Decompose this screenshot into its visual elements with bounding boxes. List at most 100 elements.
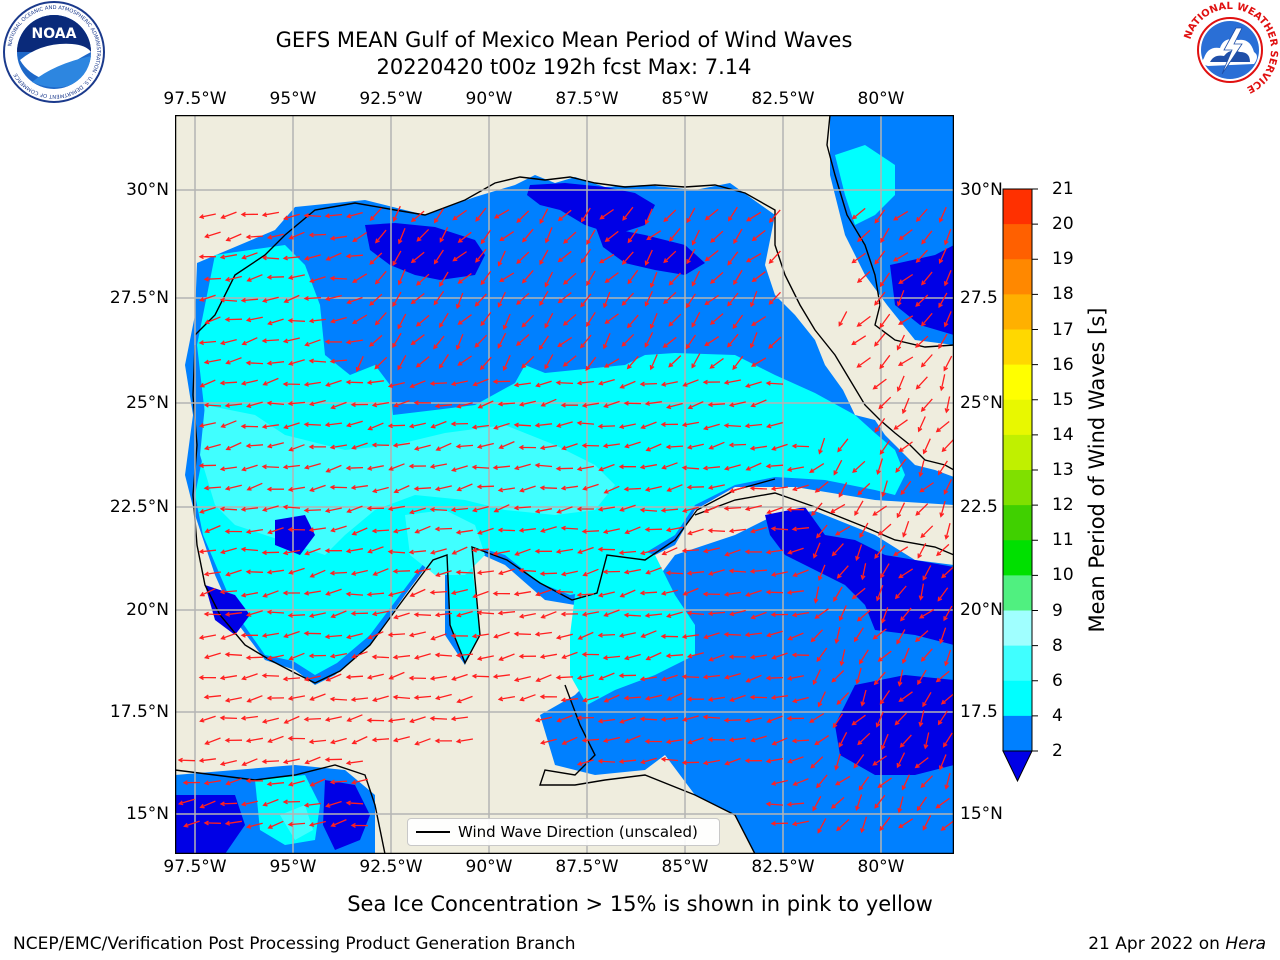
wave-direction-arrow (498, 653, 515, 661)
wave-direction-arrow (329, 444, 348, 450)
wave-direction-arrow (921, 271, 933, 286)
wave-direction-arrow (922, 691, 932, 708)
wave-direction-arrow (937, 710, 948, 726)
wave-direction-arrow (324, 757, 343, 763)
wave-direction-arrow (224, 652, 243, 657)
wave-direction-arrow (749, 694, 768, 700)
wave-direction-arrow (303, 507, 322, 513)
wave-direction-arrow (644, 400, 662, 406)
wave-direction-arrow (644, 612, 663, 618)
wave-direction-arrow (858, 776, 870, 791)
wave-direction-arrow (576, 674, 594, 681)
wave-direction-arrow (534, 548, 552, 554)
wave-direction-arrow (922, 438, 931, 455)
wave-direction-arrow (816, 774, 828, 789)
wave-direction-arrow (707, 611, 726, 616)
wave-direction-arrow (877, 650, 892, 662)
lon-tick-top: 87.5°W (555, 89, 619, 109)
wave-direction-arrow (350, 696, 369, 702)
wave-direction-arrow (456, 483, 473, 492)
wave-direction-arrow (219, 254, 238, 260)
wave-direction-arrow (626, 314, 639, 329)
wave-direction-arrow (325, 464, 342, 473)
wave-direction-arrow (539, 444, 558, 451)
wave-direction-arrow (415, 356, 430, 368)
colorbar-tick-label: 15 (1052, 389, 1074, 410)
wave-direction-arrow (686, 484, 705, 490)
wave-direction-arrow (602, 443, 620, 449)
wave-direction-arrow (241, 673, 258, 681)
wave-direction-arrow (352, 231, 368, 243)
wave-direction-arrow (369, 252, 383, 265)
wave-direction-arrow (413, 486, 432, 492)
wave-direction-arrow (282, 255, 301, 261)
wave-direction-arrow (765, 421, 783, 429)
wave-direction-arrow (618, 464, 636, 470)
wave-direction-arrow (813, 586, 820, 604)
wave-direction-arrow (812, 669, 821, 686)
wave-direction-arrow (544, 227, 553, 244)
colorbar-tick-label: 18 (1052, 284, 1074, 305)
wave-direction-arrow (346, 505, 363, 514)
wave-direction-arrow (602, 333, 611, 350)
wave-direction-arrow (940, 819, 954, 831)
wave-direction-arrow (518, 653, 537, 659)
wave-direction-arrow (433, 249, 444, 265)
wave-direction-arrow (329, 275, 348, 281)
wave-direction-arrow (814, 481, 829, 493)
wave-direction-arrow (535, 674, 552, 683)
wave-direction-arrow (198, 549, 217, 554)
wave-direction-arrow (639, 676, 657, 682)
wave-direction-arrow (691, 353, 701, 369)
wave-direction-arrow (854, 500, 864, 516)
wave-direction-arrow (728, 737, 746, 743)
wave-direction-arrow (623, 612, 642, 618)
wave-direction-arrow (897, 796, 904, 814)
wave-direction-arrow (900, 480, 912, 496)
wave-direction-arrow (838, 732, 848, 748)
wave-direction-arrow (557, 292, 572, 304)
wave-direction-arrow (266, 233, 284, 240)
wave-direction-arrow (518, 444, 537, 450)
colorbar-tick-label: 4 (1052, 705, 1063, 726)
wave-direction-arrow (224, 484, 242, 491)
wave-direction-arrow (942, 732, 953, 748)
wave-direction-arrow (303, 716, 322, 722)
wave-direction-arrow (686, 248, 696, 265)
wave-direction-arrow (649, 354, 658, 371)
colorbar-tick-label: 14 (1052, 424, 1074, 445)
wave-direction-arrow (787, 756, 804, 764)
wave-direction-arrow (474, 293, 487, 307)
wave-direction-arrow (723, 632, 742, 637)
wave-direction-arrow (660, 507, 679, 513)
wave-direction-arrow (371, 654, 390, 660)
wave-direction-arrow (581, 402, 600, 408)
wave-direction-arrow (875, 711, 884, 728)
wave-direction-arrow (691, 270, 701, 287)
wave-direction-arrows (177, 205, 954, 834)
wave-direction-arrow (240, 546, 259, 552)
wave-direction-arrow (435, 570, 452, 578)
lon-tick-top: 85°W (661, 89, 709, 109)
wave-direction-arrow (240, 423, 259, 429)
wave-direction-arrow (644, 527, 663, 532)
legend-label: Wind Wave Direction (unscaled) (458, 823, 698, 841)
wave-direction-arrow (834, 775, 851, 786)
wave-direction-arrow (303, 213, 322, 219)
wave-direction-arrow (644, 694, 662, 701)
wave-direction-arrow (853, 754, 865, 769)
wave-direction-arrow (204, 316, 221, 325)
wave-direction-arrow (702, 714, 721, 720)
wave-direction-arrow (513, 591, 532, 597)
lat-tick-right: 17.5 (960, 702, 998, 722)
wave-direction-arrow (836, 565, 849, 579)
wave-direction-arrow (855, 794, 863, 811)
wave-direction-arrow (943, 311, 952, 328)
wave-direction-arrow (204, 231, 221, 239)
wave-direction-arrow (522, 228, 534, 243)
wave-direction-arrow (329, 779, 348, 785)
wave-direction-arrow (855, 544, 863, 562)
wave-direction-arrow (791, 526, 810, 532)
wave-direction-arrow (939, 374, 946, 392)
wave-direction-arrow (598, 672, 615, 681)
